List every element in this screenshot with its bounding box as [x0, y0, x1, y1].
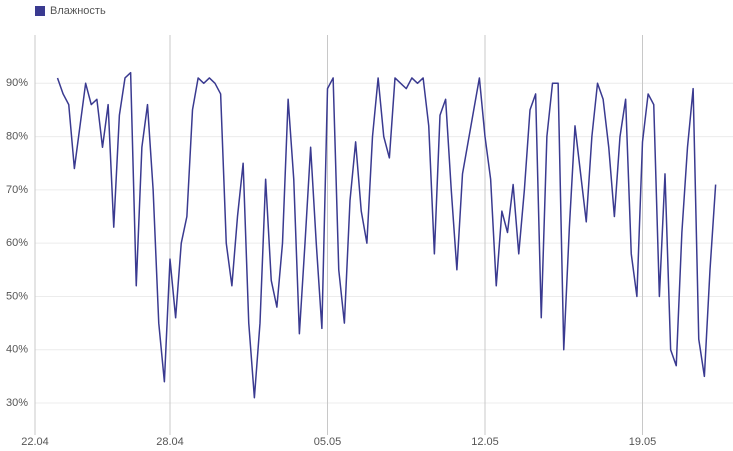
- y-tick-label: 90%: [6, 77, 28, 89]
- y-tick-label: 80%: [6, 130, 28, 142]
- y-tick-label: 40%: [6, 344, 28, 356]
- y-tick-label: 30%: [6, 397, 28, 409]
- legend-label: Влажность: [50, 5, 106, 17]
- y-tick-label: 70%: [6, 184, 28, 196]
- x-tick-label: 05.05: [314, 436, 342, 448]
- x-tick-label: 12.05: [471, 436, 499, 448]
- x-tick-label: 19.05: [629, 436, 657, 448]
- x-tick-label: 22.04: [21, 436, 49, 448]
- y-tick-label: 60%: [6, 237, 28, 249]
- y-tick-label: 50%: [6, 290, 28, 302]
- line: [56, 71, 717, 399]
- x-tick-label: 28.04: [156, 436, 184, 448]
- legend-swatch: [35, 6, 45, 16]
